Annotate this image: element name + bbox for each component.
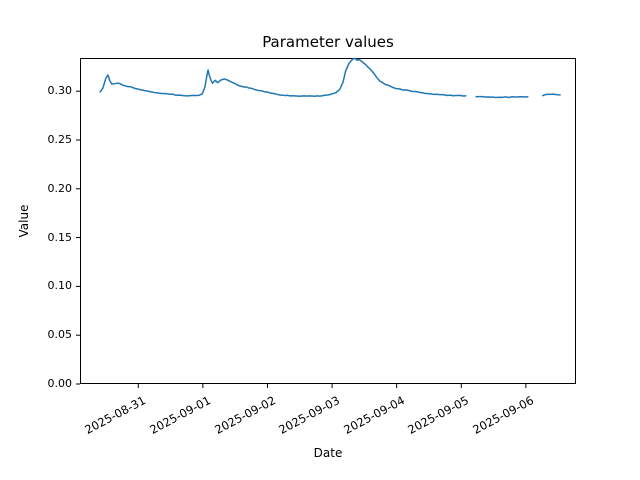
y-tick-label: 0.25 <box>47 132 73 146</box>
y-tick-label: 0.30 <box>47 84 73 98</box>
y-tick-label: 0.20 <box>47 181 73 195</box>
y-tick-label: 0.10 <box>47 279 73 293</box>
axes-spines <box>80 58 576 384</box>
series-line <box>99 57 467 98</box>
y-axis-label: Value <box>17 204 31 238</box>
y-tick-label: 0.05 <box>47 328 73 342</box>
y-tick-label: 0.00 <box>47 377 73 390</box>
y-tick-label: 0.15 <box>47 230 73 244</box>
series-line <box>475 95 529 99</box>
x-axis-label: Date <box>313 446 343 460</box>
series-line <box>541 93 561 97</box>
chart-title: Parameter values <box>262 33 394 51</box>
